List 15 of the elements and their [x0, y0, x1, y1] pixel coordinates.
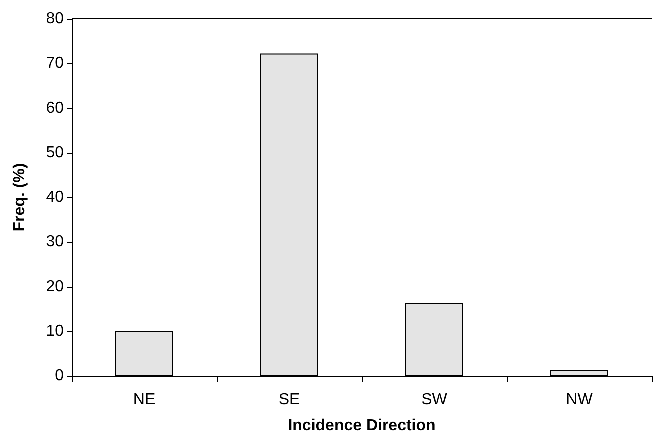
y-tick-label: 20	[46, 278, 64, 296]
x-tick-label: NW	[566, 392, 594, 408]
y-tick-label: 0	[55, 368, 64, 384]
y-tick-label: 70	[46, 55, 64, 72]
x-axis-title: Incidence Direction	[288, 418, 436, 434]
y-tick-label: 30	[46, 234, 64, 251]
y-tick-label: 60	[46, 100, 64, 117]
y-tick-label: 10	[46, 322, 64, 340]
x-tick-label: SW	[422, 392, 448, 408]
y-tick-label: 80	[46, 10, 64, 28]
x-tick-label: SE	[278, 392, 300, 408]
y-tick-label: 50	[46, 144, 64, 162]
y-tick-label: 40	[46, 189, 64, 206]
x-tick-label: NE	[133, 392, 156, 408]
y-axis-title: Freq. (%)	[12, 163, 28, 232]
